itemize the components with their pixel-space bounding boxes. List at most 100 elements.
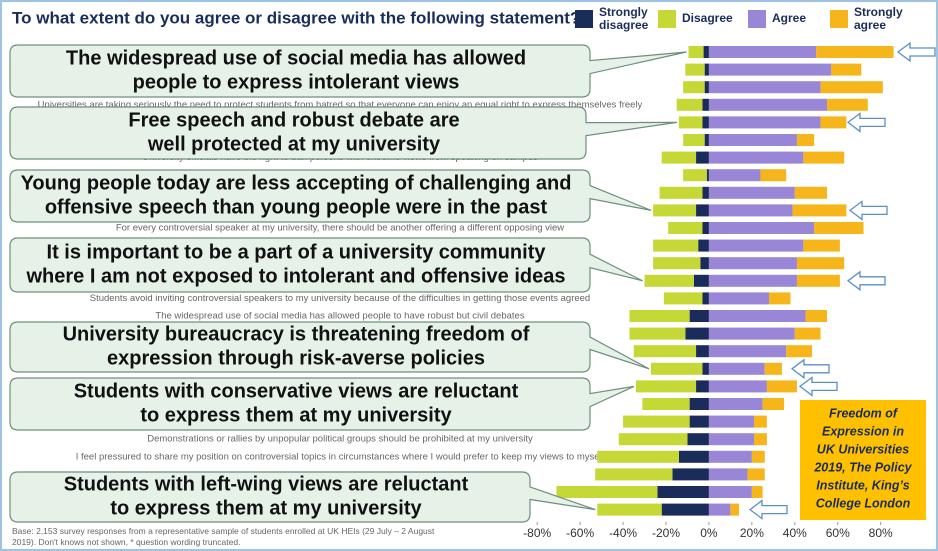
bar-segment [708, 81, 821, 94]
bar-segment [672, 468, 709, 481]
bar-segment [704, 81, 709, 94]
bar-segment [796, 274, 840, 287]
x-tick-label: 40% [783, 526, 807, 540]
bar-segment [629, 310, 690, 322]
callout-box [9, 321, 650, 373]
bar-segment [820, 116, 847, 129]
bar-segment [760, 169, 787, 182]
callout-text: expression through risk-averse policies [107, 347, 485, 369]
bar-segment [708, 204, 793, 217]
note-text: UK Universities [817, 442, 909, 456]
bar-segment [661, 503, 709, 516]
legend-label: Strongly agree [854, 5, 903, 32]
bar-segment [803, 239, 840, 252]
bar-segment [762, 398, 785, 410]
bar-segment [659, 186, 703, 199]
legend-swatch [830, 10, 848, 28]
bar-segment [678, 450, 709, 463]
bar-segment [702, 116, 709, 129]
bar-segment [816, 46, 894, 58]
callout-box [9, 377, 635, 431]
bar-segment [689, 398, 709, 410]
x-tick-label: 80% [869, 526, 893, 540]
arrow [848, 200, 888, 221]
bar-segment [693, 274, 709, 287]
category-label: For every controversial speaker at my un… [116, 223, 564, 234]
bar-segment [708, 345, 787, 358]
callout-text: offensive speech than young people were … [45, 196, 548, 218]
category-label: I feel pressured to share my position on… [76, 451, 605, 462]
bar-segment [678, 116, 703, 129]
x-tick-label: 60% [826, 526, 850, 540]
bar-segment [595, 468, 673, 481]
bar-segment [663, 292, 703, 305]
bar-segment [687, 433, 709, 446]
bar-segment [708, 310, 806, 322]
bar-segment [653, 257, 701, 270]
bar-segment [653, 204, 697, 217]
arrow [748, 499, 788, 520]
callout-text: Students with left-wing views are reluct… [64, 473, 469, 495]
bar-segment [683, 169, 707, 182]
x-tick-label: -40% [609, 526, 637, 540]
note-box [800, 400, 926, 520]
legend-swatch [748, 10, 766, 28]
bar-segment [708, 380, 767, 393]
x-tick-label: -20% [652, 526, 680, 540]
bar-segment [685, 63, 705, 76]
bar-segment [688, 46, 704, 58]
bar-segment [696, 204, 709, 217]
bar-segment [597, 503, 662, 516]
note-text: Institute, King’s [816, 478, 910, 492]
bar-segment [796, 257, 845, 270]
bar-segment [754, 415, 767, 428]
bar-segment [786, 345, 812, 358]
callout-box [9, 471, 596, 523]
callout-box [9, 237, 643, 293]
bar-segment [708, 63, 832, 76]
bar-segment [708, 222, 815, 234]
note-text: Expression in [822, 424, 904, 438]
bar-segment [708, 239, 804, 252]
bar-segment [708, 450, 752, 463]
bar-segment [704, 134, 709, 146]
bar-segment [766, 380, 797, 393]
callout-text: Students with conservative views are rel… [74, 380, 519, 402]
bar-segment [708, 98, 828, 111]
callout-text: University bureaucracy is threatening fr… [63, 323, 530, 345]
bar-segment [814, 222, 864, 234]
bar-segment [708, 503, 731, 516]
bar-segment [642, 398, 690, 410]
bar-segment [629, 327, 686, 340]
bar-segment [708, 362, 765, 375]
source-note: Base: 2,153 survey responses from a repr… [12, 526, 437, 547]
legend-label: Agree [772, 11, 806, 25]
x-tick-label: -80% [523, 526, 551, 540]
bar-segment [751, 450, 765, 463]
bar-segment [703, 46, 709, 58]
x-tick-label: 20% [740, 526, 764, 540]
chart-title: To what extent do you agree or disagree … [12, 8, 580, 27]
bar-segment [597, 450, 679, 463]
bar-segment [696, 380, 709, 393]
category-label: Universities are taking seriously the ne… [38, 99, 643, 110]
bar-segment [683, 134, 705, 146]
callout-text: well protected at my university [147, 133, 441, 155]
category-label: The widespread use of social media has a… [155, 311, 524, 322]
callout-text: It is important to be a part of a univer… [47, 241, 547, 263]
bar-segment [698, 239, 709, 252]
arrow [846, 112, 886, 133]
callout-box [9, 44, 687, 98]
callout-text: where I am not exposed to intolerant and… [25, 265, 565, 287]
bar-segment [708, 486, 752, 498]
category-label: Students avoid inviting controversial sp… [90, 293, 590, 304]
bar-segment [702, 362, 709, 375]
legend-swatch [658, 10, 676, 28]
bar-segment [702, 98, 709, 111]
bar-segment [769, 292, 791, 305]
x-tick-label: 0% [700, 526, 718, 540]
bar-segment [708, 116, 821, 129]
bar-segment [747, 468, 765, 481]
bar-segment [689, 415, 709, 428]
